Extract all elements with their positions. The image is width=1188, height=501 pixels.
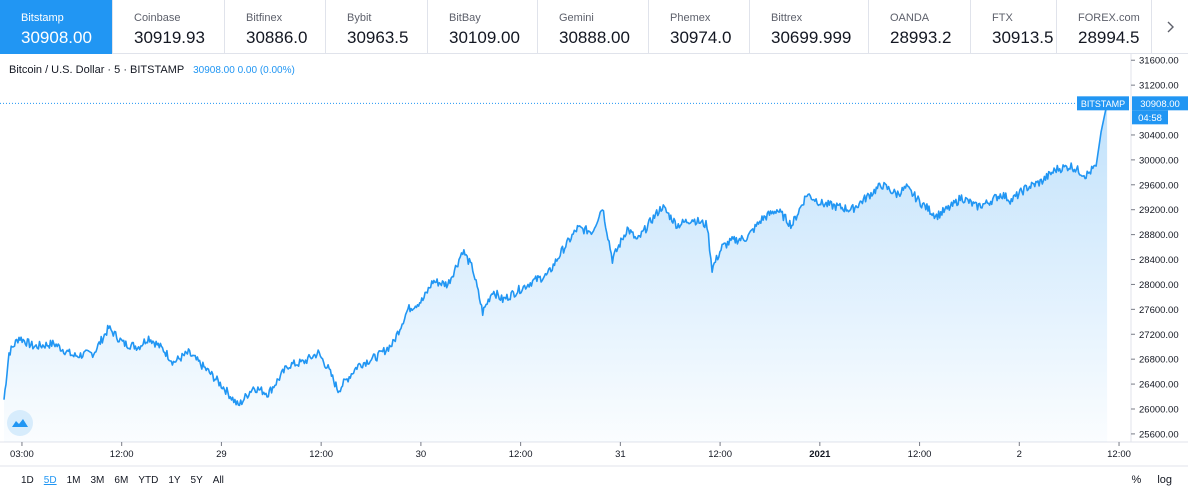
chart-logo[interactable] [7,410,33,436]
exchange-price: 30888.00 [559,28,630,47]
series-tag-bg [1077,96,1129,111]
exchange-price: 30109.00 [449,28,520,47]
log-scale-button[interactable]: log [1157,474,1172,486]
exchange-name: FOREX.com [1078,12,1140,24]
x-tick-label: 31 [615,449,626,460]
exchange-tab-bitstamp[interactable]: Bitstamp 30908.00 [0,0,113,54]
x-tick-label: 12:00 [708,449,732,460]
exchange-name: Phemex [670,12,711,24]
countdown-bg [1132,110,1168,125]
exchange-price: 30699.999 [771,28,852,47]
exchange-price: 30913.5 [992,28,1054,47]
last-price-label: 30908.00 [1140,99,1180,110]
range-button-1d[interactable]: 1D [21,474,34,486]
exchange-name: Bybit [347,12,372,24]
exchange-name: Coinbase [134,12,181,24]
symbol-title: Bitcoin / U.S. Dollar · 5 · BITSTAMP [9,64,185,76]
range-button-ytd[interactable]: YTD [138,474,159,486]
y-tick-label: 29600.00 [1139,180,1179,191]
exchange-tab-coinbase[interactable]: Coinbase 30919.93 [113,0,225,54]
x-tick-label: 12:00 [1107,449,1131,460]
exchange-name: Bitfinex [246,12,283,24]
exchange-price: 30963.5 [347,28,409,47]
exchange-tab-bitfinex[interactable]: Bitfinex 30886.0 [225,0,326,54]
exchange-name: FTX [992,12,1013,24]
range-button-all[interactable]: All [212,474,224,486]
y-tick-label: 28000.00 [1139,280,1179,291]
y-tick-label: 28400.00 [1139,255,1179,266]
y-tick-label: 26400.00 [1139,380,1179,391]
exchange-name: OANDA [890,12,930,24]
y-tick-label: 31200.00 [1139,81,1179,92]
exchange-tab-phemex[interactable]: Phemex 30974.0 [649,0,750,54]
percent-scale-button[interactable]: % [1131,474,1142,486]
countdown-label: 04:58 [1138,113,1162,124]
x-tick-label: 29 [216,449,227,460]
last-price-bg [1132,96,1188,111]
exchange-price: 30919.93 [134,28,205,47]
x-tick-label: 12:00 [908,449,932,460]
exchange-name: Gemini [559,12,594,24]
range-selector: 1D 5D 1M 3M 6M YTD 1Y 5Y All [16,475,229,486]
exchange-name: Bittrex [771,12,803,24]
exchange-tab-gemini[interactable]: Gemini 30888.00 [538,0,649,54]
exchange-tab-bybit[interactable]: Bybit 30963.5 [326,0,428,54]
exchange-price: 30886.0 [246,28,308,47]
range-button-5y[interactable]: 5Y [190,474,203,486]
y-tick-label: 30000.00 [1139,155,1179,166]
x-tick-label: 2 [1017,449,1022,460]
exchange-price: 30974.0 [670,28,732,47]
range-button-6m[interactable]: 6M [114,474,129,486]
chevron-right-icon[interactable] [1152,0,1188,53]
exchange-tab-ftx[interactable]: FTX 30913.5 [971,0,1057,54]
x-tick-label: 12:00 [110,449,134,460]
price-chart[interactable]: 25600.00 26000.00 26400.00 26800.00 27200.00… [0,54,1188,468]
y-tick-label: 25600.00 [1139,429,1179,440]
exchange-tab-bitbay[interactable]: BitBay 30109.00 [428,0,538,54]
bottom-toolbar: 1D 5D 1M 3M 6M YTD 1Y 5Y All % log [0,468,1188,492]
exchange-tab-forex-com[interactable]: FOREX.com 28994.5 [1057,0,1152,54]
price-area-fill [4,103,1108,443]
x-tick-label: 2021 [809,449,831,460]
symbol-values: 30908.00 0.00 (0.00%) [193,65,295,76]
y-tick-label: 27200.00 [1139,330,1179,341]
range-button-1m[interactable]: 1M [66,474,81,486]
x-tick-label: 03:00 [10,449,34,460]
exchange-tab-oanda[interactable]: OANDA 28993.2 [869,0,971,54]
range-button-5d[interactable]: 5D [43,474,57,486]
x-tick-label: 30 [416,449,427,460]
range-button-1y[interactable]: 1Y [168,474,181,486]
y-tick-label: 30400.00 [1139,130,1179,141]
y-tick-label: 31600.00 [1139,56,1179,67]
series-tag-label: BITSTAMP [1081,99,1125,109]
exchange-tab-bittrex[interactable]: Bittrex 30699.999 [750,0,869,54]
symbol-header: Bitcoin / U.S. Dollar · 5 · BITSTAMP 309… [9,64,295,76]
y-tick-label: 28800.00 [1139,230,1179,241]
wave-icon [12,419,28,427]
x-tick-label: 12:00 [309,449,333,460]
exchange-price: 28993.2 [890,28,952,47]
price-line [3,103,1108,407]
exchange-price: 28994.5 [1078,28,1140,47]
exchange-name: Bitstamp [21,12,64,24]
y-tick-label: 27600.00 [1139,305,1179,316]
y-tick-label: 26000.00 [1139,404,1179,415]
y-tick-label: 29200.00 [1139,205,1179,216]
y-tick-label: 26800.00 [1139,355,1179,366]
exchange-price: 30908.00 [21,28,92,47]
range-button-3m[interactable]: 3M [90,474,105,486]
exchange-name: BitBay [449,12,481,24]
scale-tools: % log [1132,474,1172,486]
x-tick-label: 12:00 [509,449,533,460]
exchange-tabs: Bitstamp 30908.00 Coinbase 30919.93 Bitfinex… [0,0,1188,54]
